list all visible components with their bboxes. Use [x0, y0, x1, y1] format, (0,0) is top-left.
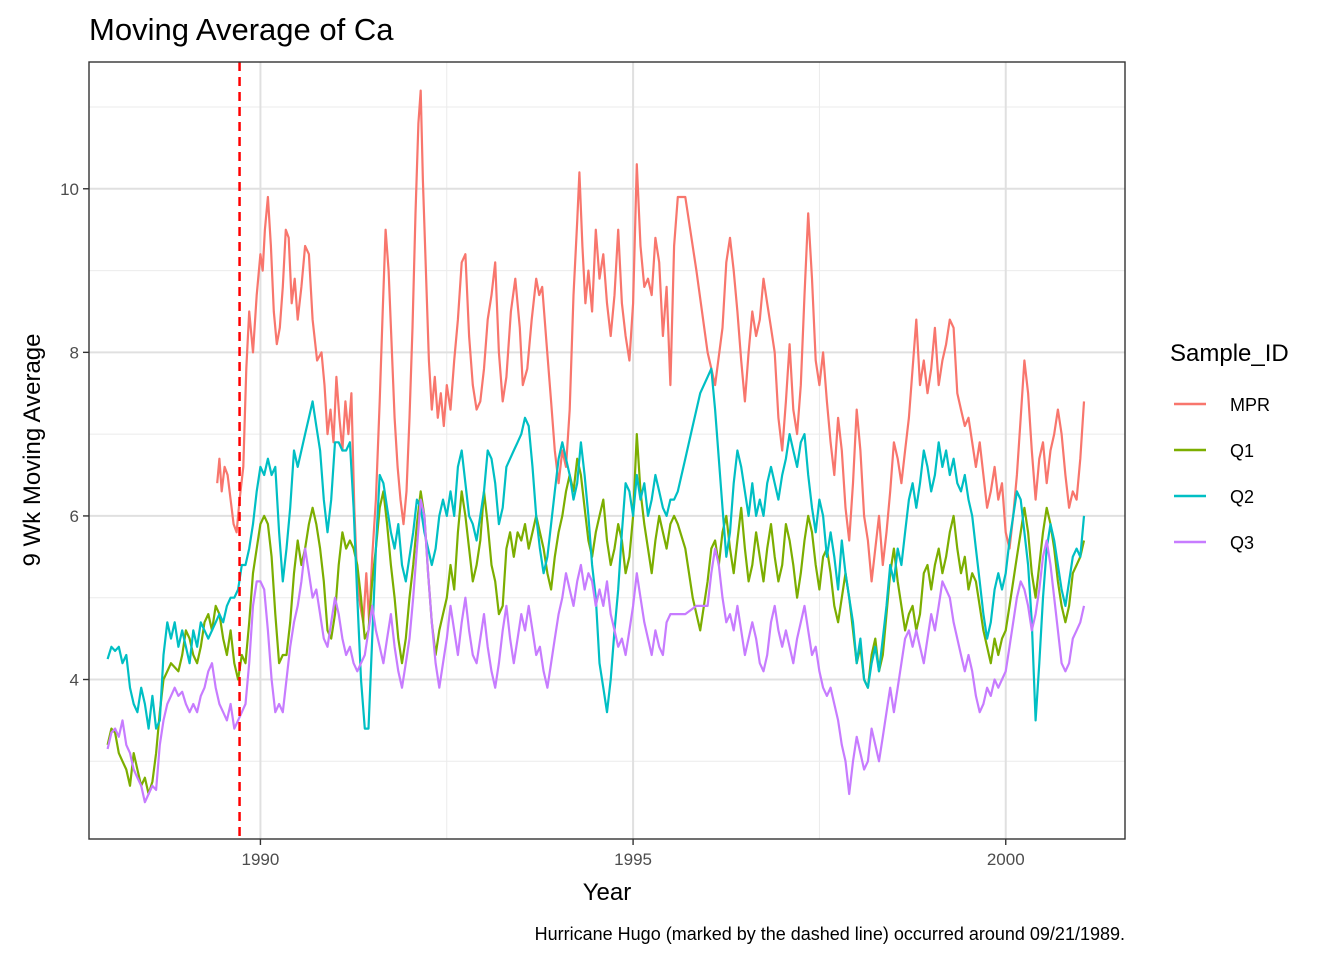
- legend-label-q1: Q1: [1230, 441, 1254, 461]
- series-line-q3: [106, 498, 1086, 804]
- chart-title: Moving Average of Ca: [89, 12, 394, 47]
- y-axis-title: 9 Wk Moving Average: [19, 333, 46, 566]
- series-line-q2: [106, 367, 1086, 730]
- series-line-mpr: [216, 89, 1086, 624]
- chart-caption: Hurricane Hugo (marked by the dashed lin…: [535, 924, 1125, 944]
- legend-label-q3: Q3: [1230, 533, 1254, 553]
- x-axis-title: Year: [583, 879, 632, 906]
- y-tick-label: 8: [70, 343, 79, 362]
- y-tick-label: 4: [70, 671, 79, 690]
- legend-title: Sample_ID: [1170, 340, 1289, 367]
- plot-border: [88, 61, 1126, 840]
- x-tick-label: 1995: [614, 850, 652, 869]
- legend-label-q2: Q2: [1230, 487, 1254, 507]
- x-axis-ticks: 1990 1995 2000: [242, 839, 1025, 869]
- grid-major: [89, 62, 1125, 839]
- series-line-q1: [106, 433, 1086, 796]
- legend-items: MPR Q1 Q2 Q3: [1174, 395, 1270, 553]
- legend-label-mpr: MPR: [1230, 395, 1270, 415]
- y-tick-label: 10: [60, 180, 79, 199]
- y-tick-label: 6: [70, 507, 79, 526]
- y-axis-ticks: 4 6 8 10: [60, 180, 89, 690]
- legend: Sample_ID MPR Q1 Q2 Q3: [1170, 340, 1289, 553]
- x-tick-label: 1990: [242, 850, 280, 869]
- x-tick-label: 2000: [987, 850, 1025, 869]
- series-lines: [106, 89, 1086, 804]
